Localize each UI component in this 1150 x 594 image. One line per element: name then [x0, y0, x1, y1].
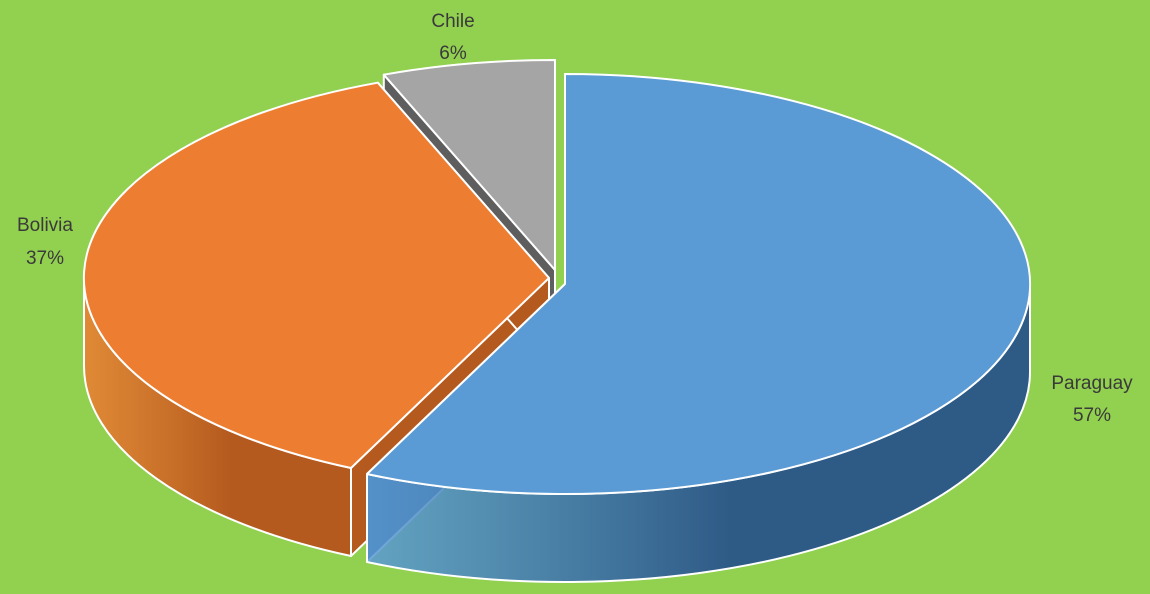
label-chile-value: 6%	[439, 43, 467, 64]
pie-tops	[82, 58, 1032, 495]
label-chile-name: Chile	[431, 11, 474, 32]
label-bolivia-value: 37%	[26, 248, 64, 269]
slice-chile	[382, 58, 556, 271]
label-paraguay-value: 57%	[1073, 405, 1111, 426]
label-bolivia-name: Bolivia	[17, 215, 73, 236]
label-paraguay: Paraguay 57%	[1051, 373, 1133, 426]
label-chile: Chile 6%	[431, 11, 474, 64]
label-paraguay-name: Paraguay	[1051, 373, 1133, 394]
slice-bolivia	[82, 81, 550, 469]
slice-paraguay	[366, 73, 1032, 495]
label-bolivia: Bolivia 37%	[17, 215, 73, 269]
